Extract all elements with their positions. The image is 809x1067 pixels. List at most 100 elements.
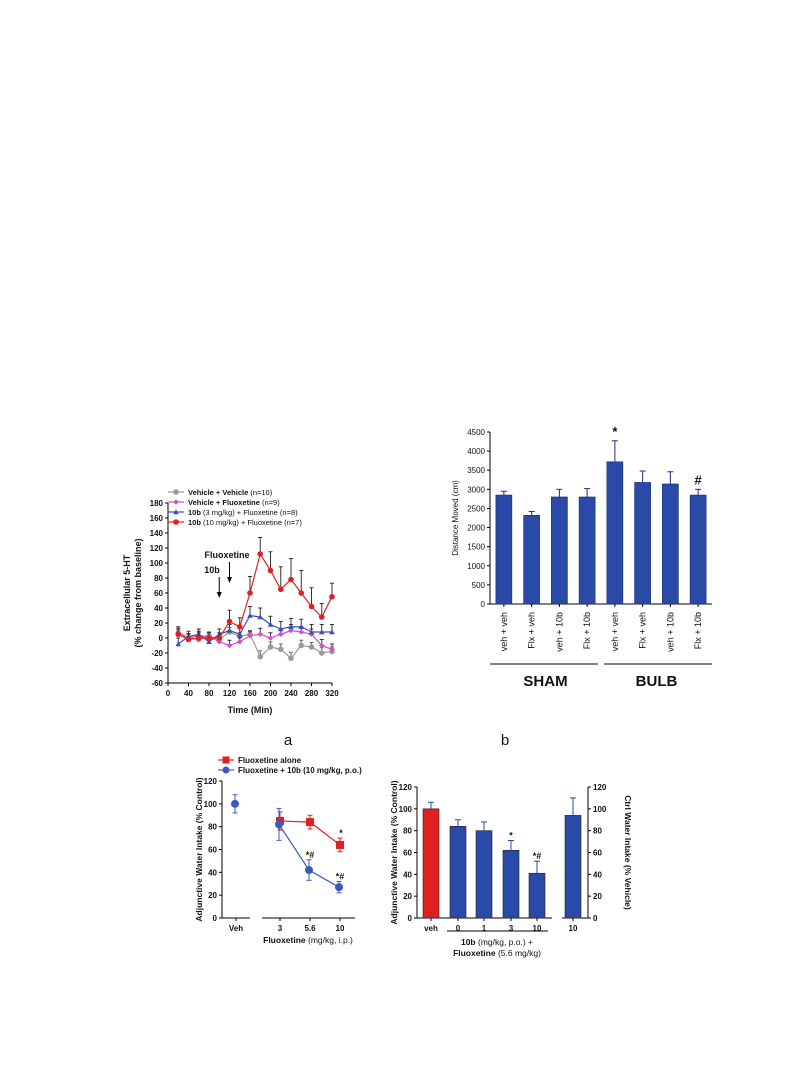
sa-significance-mark: *# (306, 850, 315, 860)
ms-data-point (236, 623, 243, 630)
sb-y-label-right: Ctrl Water Intake (% Vehicle) (623, 795, 633, 910)
sa-legend-entry: Fluoxetine alone (238, 756, 302, 765)
sb-x-tick-label: veh (424, 924, 438, 933)
sb-y-tick-label-right: 40 (593, 870, 602, 879)
dm-group-label-bulb: BULB (636, 673, 678, 690)
ms-y-tick-label: 0 (159, 634, 164, 643)
panel-label-a: a (284, 732, 293, 749)
ms-annotation-fluoxetine: Fluoxetine (205, 550, 250, 560)
dm-y-tick-label: 4000 (467, 447, 485, 456)
dm-bar (578, 496, 596, 605)
ms-data-point (308, 631, 315, 638)
ms-data-point (267, 644, 274, 650)
ms-data-point (277, 631, 284, 638)
dm-bar (662, 483, 679, 605)
ms-y-tick-label: -20 (151, 649, 163, 658)
ms-arrowhead-10b (216, 592, 222, 598)
sb-y-tick-label-right: 120 (593, 783, 607, 792)
ms-data-point (257, 631, 264, 638)
ms-data-point (226, 618, 233, 625)
ms-data-point (216, 635, 223, 641)
ms-data-point (288, 655, 294, 662)
sb-bar (502, 850, 520, 919)
sa-y-tick-label: 40 (208, 868, 217, 877)
ms-data-point (298, 590, 305, 596)
sa-x-tick-label: Veh (229, 924, 243, 933)
dm-y-tick-label: 0 (481, 600, 486, 609)
sa-y-tick-label: 120 (204, 777, 218, 786)
ms-data-point (247, 590, 253, 596)
sb-x-tick-label: 10 (569, 924, 578, 933)
dm-significance-mark: # (695, 472, 703, 487)
dm-x-tick-label: Flx + 10b (693, 612, 703, 649)
sb-y-tick-label-right: 60 (593, 849, 602, 858)
ms-x-tick-label: 40 (184, 689, 193, 698)
ms-data-point (318, 614, 325, 620)
ms-data-point (216, 638, 223, 645)
sb-bar (564, 815, 582, 919)
sa-data-point (305, 866, 313, 875)
ms-data-point (267, 567, 274, 574)
ms-legend-marker (173, 519, 179, 525)
ms-data-point (206, 635, 212, 641)
sa-y-tick-label: 20 (208, 891, 217, 900)
ms-y-tick-label: 20 (154, 619, 163, 628)
sa-y-tick-label: 80 (208, 823, 217, 832)
sb-y-tick-label-right: 80 (593, 827, 602, 836)
sa-x-tick-label: 10 (336, 924, 345, 933)
sb-x-tick-label: 0 (456, 924, 461, 933)
sa-data-point (275, 820, 283, 829)
ms-data-point (288, 623, 294, 629)
dm-x-tick-label: Flx + veh (527, 612, 537, 649)
ms-y-tick-label: -60 (151, 679, 163, 688)
sb-y-tick-label: 0 (408, 914, 413, 923)
sb-x-label-line1: 10b (mg/kg, p.o.) + (461, 937, 533, 947)
ms-data-point (329, 646, 335, 653)
sb-significance-mark: *# (533, 851, 542, 861)
dm-bar (634, 482, 651, 605)
ms-x-label: Time (Min) (228, 705, 273, 715)
ms-data-point (298, 623, 305, 629)
ms-data-point (277, 626, 284, 632)
sa-data-point (231, 799, 239, 808)
ms-data-point (175, 631, 182, 638)
ms-data-point (308, 603, 315, 610)
ms-data-point (308, 629, 315, 635)
sb-x-tick-label: 1 (482, 924, 487, 933)
ms-data-point (288, 627, 294, 634)
ms-data-point (277, 586, 284, 593)
ms-data-point (175, 641, 182, 647)
dm-group-label-sham: SHAM (523, 673, 567, 690)
dm-x-tick-label: Flx + veh (638, 612, 648, 649)
dm-bar (523, 515, 540, 605)
sa-y-tick-label: 0 (213, 914, 218, 923)
ms-x-tick-label: 320 (325, 689, 339, 698)
ms-legend-entry: Vehicle + Vehicle (n=10) (188, 488, 273, 497)
ms-x-tick-label: 240 (284, 689, 298, 698)
ms-x-tick-label: 80 (205, 689, 214, 698)
sb-y-tick-label-right: 100 (593, 805, 607, 814)
dm-bar (551, 496, 568, 605)
ms-legend-marker (173, 489, 179, 495)
ms-legend-entry: Vehicle + Fluoxetine (n=9) (188, 498, 280, 507)
ms-data-point (195, 635, 202, 641)
ms-series-line (177, 552, 333, 641)
sb-y-tick-label-right: 0 (593, 914, 598, 923)
ms-x-tick-label: 280 (305, 689, 319, 698)
ms-y-label-2: (% change from baseline) (133, 538, 143, 647)
sa-y-tick-label: 100 (204, 800, 218, 809)
ms-x-tick-label: 160 (243, 689, 257, 698)
sb-y-label: Adjunctive Water Intake (% Control) (389, 780, 399, 924)
ms-data-point (318, 650, 325, 656)
dm-bar (606, 461, 624, 605)
ms-data-point (308, 644, 315, 650)
ms-data-point (206, 638, 212, 644)
dm-y-tick-label: 500 (472, 581, 486, 590)
ms-legend-marker (173, 499, 179, 505)
ms-y-tick-label: 100 (150, 559, 164, 568)
sa-legend-entry: Fluoxetine + 10b (10 mg/kg, p.o.) (238, 766, 362, 775)
ms-data-point (236, 638, 243, 645)
ms-data-point (247, 612, 253, 618)
dm-bar (495, 494, 513, 605)
